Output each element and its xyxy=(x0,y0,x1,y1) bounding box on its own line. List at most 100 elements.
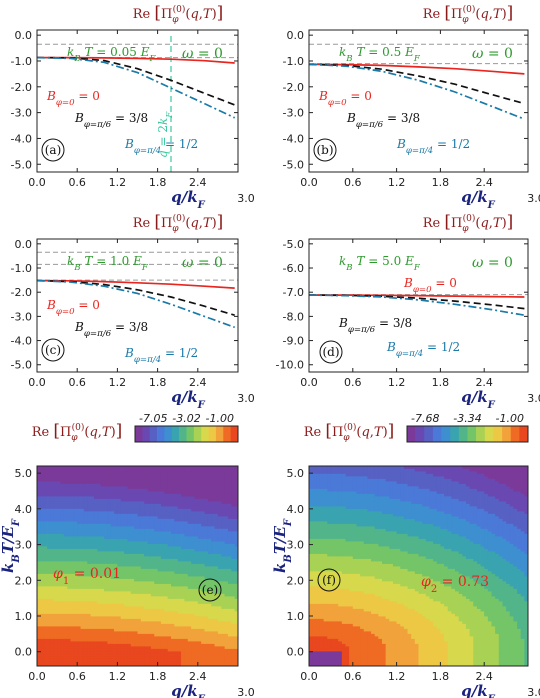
heatmap-cell xyxy=(154,626,158,629)
heatmap-cell xyxy=(114,628,118,632)
heatmap-cell xyxy=(77,663,81,667)
heatmap-cell xyxy=(134,471,138,474)
heatmap-cell xyxy=(110,511,115,514)
heatmap-cell xyxy=(47,601,51,604)
heatmap-cell xyxy=(207,641,212,644)
heatmap-cell xyxy=(117,631,122,634)
heatmap-cell xyxy=(204,576,209,579)
heatmap-cell xyxy=(164,513,169,517)
heatmap-cell xyxy=(67,593,71,597)
heatmap-cell xyxy=(191,558,195,562)
heatmap-cell xyxy=(231,653,236,657)
heatmap-cell xyxy=(60,523,65,527)
heatmap-cell xyxy=(207,596,212,599)
heatmap-cell xyxy=(93,576,98,579)
label-segment: B xyxy=(73,54,80,64)
heatmap-cell xyxy=(97,646,102,649)
heatmap-cell xyxy=(140,568,145,572)
heatmap-cell xyxy=(134,561,138,564)
heatmap-cell xyxy=(73,591,78,594)
heatmap-cell xyxy=(70,636,75,639)
heatmap-cell xyxy=(134,543,138,547)
heatmap-cell xyxy=(214,566,219,569)
heatmap-cell xyxy=(40,646,45,649)
heatmap-cell xyxy=(114,503,118,507)
heatmap-cell xyxy=(150,541,155,544)
heatmap-cell xyxy=(171,581,175,584)
heatmap-cell xyxy=(150,596,155,599)
heatmap-cell xyxy=(211,631,215,634)
heatmap-cell xyxy=(117,601,122,604)
heatmap-cell xyxy=(184,558,189,562)
series-label-2: Bφ=π/4 = 1/2 xyxy=(386,340,460,359)
heatmap-cell xyxy=(130,536,135,539)
heatmap-cell xyxy=(93,528,98,532)
heatmap-cell xyxy=(117,648,122,652)
heatmap-cell xyxy=(117,566,122,569)
heatmap-cell xyxy=(140,511,145,514)
heatmap-cell xyxy=(164,498,169,502)
heatmap-cell xyxy=(124,621,128,624)
ylabel-segment: q xyxy=(480,7,488,22)
ylabel-text: Re [Πφ(0)(q,T)] xyxy=(133,3,224,25)
heatmap-cell xyxy=(207,606,212,609)
heatmap-cell xyxy=(70,606,75,609)
heatmap-cell xyxy=(70,508,75,512)
heatmap-cell xyxy=(87,488,91,492)
heatmap-cell xyxy=(40,631,45,634)
heatmap-cell xyxy=(154,483,158,487)
heatmap-cell xyxy=(191,546,195,549)
heatmap-cell xyxy=(164,553,169,557)
heatmap-cell xyxy=(47,636,51,639)
heatmap-cell xyxy=(224,511,229,514)
heatmap-cell xyxy=(150,616,155,619)
heatmap-cell xyxy=(187,656,192,659)
heatmap-cell xyxy=(57,533,61,537)
heatmap-cell xyxy=(110,573,115,577)
heatmap-cell xyxy=(211,611,215,614)
heatmap-cell xyxy=(107,656,112,659)
heatmap-cell xyxy=(110,483,115,487)
heatmap-cell xyxy=(187,481,192,484)
heatmap-cell xyxy=(134,551,138,554)
heatmap-cell xyxy=(120,523,125,527)
heatmap-cell xyxy=(221,566,225,569)
heatmap-cell xyxy=(157,466,162,469)
heatmap-cell xyxy=(60,548,65,552)
heatmap-cell xyxy=(164,508,169,512)
heatmap-cell xyxy=(191,531,195,534)
heatmap-cell xyxy=(67,581,71,584)
heatmap-cell xyxy=(77,638,81,642)
heatmap-cell xyxy=(100,566,105,569)
heatmap-cell xyxy=(184,523,189,527)
heatmap-cell xyxy=(57,541,61,544)
heatmap-cell xyxy=(181,551,185,554)
heatmap-cell xyxy=(177,516,182,519)
heatmap-cell xyxy=(70,473,75,477)
heatmap-cell xyxy=(217,518,222,522)
heatmap-cell xyxy=(87,531,91,534)
heatmap-cell xyxy=(57,658,61,662)
heatmap-cell xyxy=(194,576,199,579)
heatmap-cell xyxy=(87,596,91,599)
heatmap-cell xyxy=(90,626,95,629)
heatmap-cell xyxy=(194,581,199,584)
heatmap-cell xyxy=(97,633,102,637)
heatmap-cell xyxy=(110,631,115,634)
heatmap-cell xyxy=(127,621,132,624)
heatmap-cell xyxy=(127,606,132,609)
heatmap-cell xyxy=(117,658,122,662)
heatmap-cell xyxy=(90,593,95,597)
heatmap-cell xyxy=(207,661,212,664)
heatmap-cell xyxy=(114,551,118,554)
heatmap-cell xyxy=(124,536,128,539)
heatmap-cell xyxy=(77,578,81,582)
heatmap-cell xyxy=(157,616,162,619)
heatmap-cell xyxy=(134,546,138,549)
heatmap-cell xyxy=(177,536,182,539)
heatmap-cell xyxy=(154,608,158,612)
heatmap-cell xyxy=(37,511,41,514)
heatmap-cell xyxy=(43,633,48,637)
heatmap-cell xyxy=(53,478,58,482)
heatmap-cell xyxy=(140,623,145,627)
